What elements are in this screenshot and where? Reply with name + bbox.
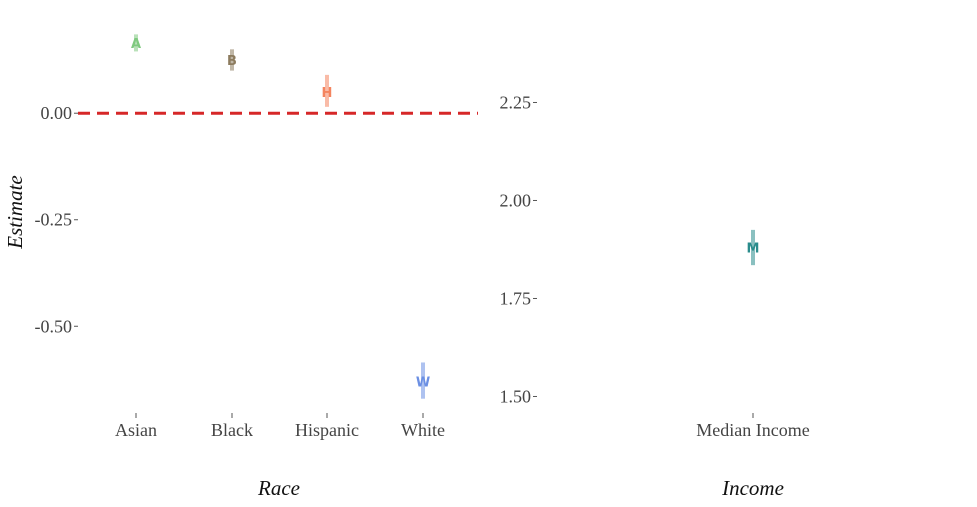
income-panel: 2.25 2.00 1.75 1.50 Median Income M Income: [500, 92, 810, 500]
x-tick-label: Asian: [115, 420, 157, 440]
point-label: M: [747, 242, 760, 257]
x-axis-title: Race: [257, 476, 300, 500]
point-label: H: [322, 86, 333, 101]
race-panel: 0.00 -0.25 -0.50 Asian Black Hispanic White A B H…: [3, 34, 478, 500]
y-tick-label: 1.75: [500, 288, 532, 308]
x-tick-label: Hispanic: [295, 420, 359, 440]
y-tick-label: 1.50: [500, 386, 532, 406]
y-tick-label: -0.25: [35, 210, 73, 230]
point-label: A: [131, 37, 141, 52]
y-tick-label: 2.00: [500, 190, 532, 210]
point-label: W: [416, 376, 430, 391]
x-tick-label: White: [401, 420, 445, 440]
y-tick-label: 2.25: [500, 92, 532, 112]
point-label: B: [227, 54, 237, 69]
y-tick-label: 0.00: [41, 103, 73, 123]
x-tick-label: Median Income: [696, 420, 809, 440]
y-axis-title: Estimate: [3, 175, 27, 250]
y-tick-label: -0.50: [35, 316, 73, 336]
x-tick-label: Black: [211, 420, 253, 440]
x-axis-title: Income: [721, 476, 784, 500]
